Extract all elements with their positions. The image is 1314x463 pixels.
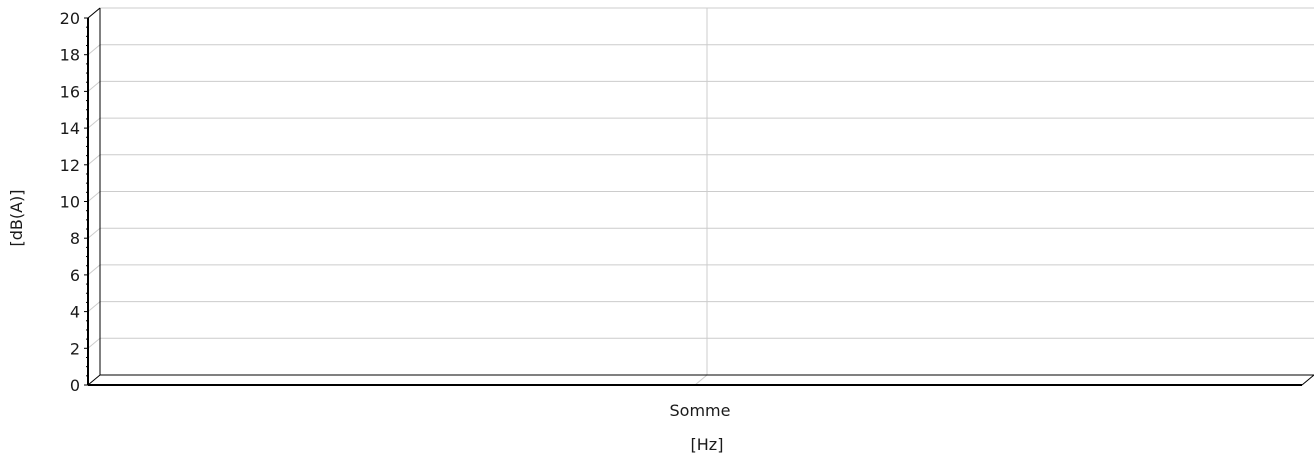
floor-left-edge (87, 374, 101, 386)
gridline-side (87, 337, 101, 349)
y-axis-title: [dB(A)] (7, 189, 26, 246)
y-tick-label: 0 (70, 376, 80, 395)
y-tick-label: 4 (70, 303, 80, 322)
gridline-side (87, 44, 101, 56)
gridline-side (87, 154, 101, 166)
y-tick-label: 2 (70, 339, 80, 358)
x-axis-title: [Hz] (691, 435, 724, 454)
y-tick-label: 14 (60, 119, 80, 138)
floor-right-edge (1301, 374, 1314, 386)
y-tick-label: 6 (70, 266, 80, 285)
y-tick-label: 20 (60, 9, 80, 28)
grid-layer (87, 7, 1314, 386)
label-layer: 0 2 4 6 8 10 12 14 16 18 20 Somme (60, 9, 731, 420)
gridline-side (87, 301, 101, 312)
gridline-side (87, 191, 101, 202)
y-tick-label: 8 (70, 229, 80, 248)
gridline-side (87, 81, 101, 92)
gridline-side (87, 264, 101, 276)
gridline-floor (694, 374, 708, 386)
y-tick-label: 16 (60, 82, 80, 101)
gridline-side (87, 117, 101, 129)
y-tick-label: 10 (60, 193, 80, 212)
side-wall-top (87, 7, 101, 19)
x-tick-label: Somme (670, 401, 731, 420)
axis-layer (84, 7, 1314, 386)
y-tick-label: 12 (60, 156, 80, 175)
gridline-side (87, 227, 101, 239)
y-tick-label: 18 (60, 46, 80, 65)
